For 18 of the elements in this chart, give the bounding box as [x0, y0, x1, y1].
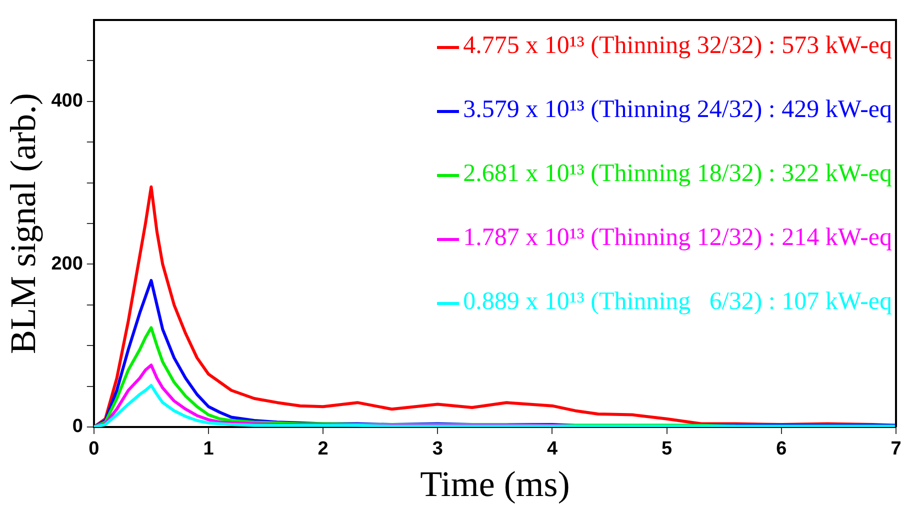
legend-label: 2.681 x 10¹³ (Thinning 18/32) : 322 kW-eq	[463, 160, 892, 187]
legend-label: 0.889 x 10¹³ (Thinning 6/32) : 107 kW-eq	[463, 288, 892, 315]
x-tick-label: 0	[88, 438, 100, 460]
x-tick-label: 5	[662, 438, 673, 460]
y-tick-label: 400	[51, 90, 83, 112]
legend-label: 1.787 x 10¹³ (Thinning 12/32) : 214 kW-eq	[463, 224, 892, 251]
x-axis-title: Time (ms)	[420, 464, 570, 504]
y-tick-label: 0	[72, 416, 83, 438]
legend-label: 3.579 x 10¹³ (Thinning 24/32) : 429 kW-eq	[463, 96, 892, 123]
x-tick-label: 2	[318, 438, 328, 460]
legend-label: 4.775 x 10¹³ (Thinning 32/32) : 573 kW-eq	[463, 32, 892, 59]
y-tick-label: 200	[51, 253, 83, 274]
x-tick-label: 1	[203, 438, 214, 460]
y-axis-title: BLM signal (arb.)	[3, 93, 44, 354]
x-tick-label: 6	[776, 438, 787, 460]
x-tick-label: 4	[546, 438, 558, 460]
x-tick-label: 3	[432, 438, 443, 460]
x-tick-label: 7	[890, 438, 902, 460]
